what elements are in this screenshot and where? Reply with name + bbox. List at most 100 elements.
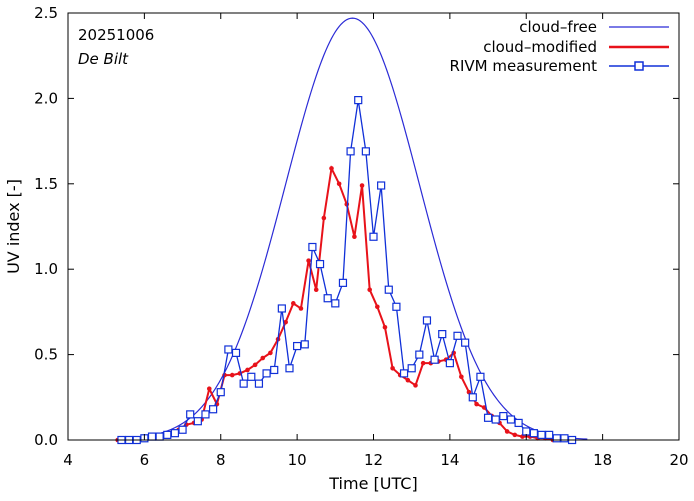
rivm-measurement-point xyxy=(514,418,523,428)
rivm-measurement-point xyxy=(369,232,378,241)
cloud-modified-point xyxy=(512,432,518,438)
cloud-modified-point xyxy=(504,429,510,434)
rivm-measurement-point xyxy=(468,393,477,402)
x-tick-label: 10 xyxy=(288,451,307,469)
y-axis-title: UV index [-] xyxy=(4,179,23,274)
cloud-modified-point xyxy=(352,234,357,240)
cloud-modified-point xyxy=(459,374,464,380)
rivm-measurement-point xyxy=(285,364,294,373)
rivm-measurement-point xyxy=(277,304,286,313)
rivm-measurement-point xyxy=(201,410,210,419)
x-tick-label: 20 xyxy=(669,451,688,469)
cloud-free-line xyxy=(117,17,588,440)
y-tick-label: 2.0 xyxy=(34,89,58,107)
cloud-modified-point xyxy=(367,287,372,292)
cloud-modified-point xyxy=(291,301,296,306)
rivm-measurement-point xyxy=(231,348,241,357)
rivm-measurement-point xyxy=(155,432,164,441)
rivm-measurement-point xyxy=(262,369,271,378)
legend: cloud–free cloud–modified RIVM measureme… xyxy=(450,18,669,75)
legend-label-rivm: RIVM measurement xyxy=(450,57,598,75)
rivm-measurement-point xyxy=(522,427,531,436)
rivm-measurement-point xyxy=(392,302,401,311)
rivm-measurement-point xyxy=(545,430,554,439)
rivm-measurement-point xyxy=(216,388,225,397)
y-tick-label: 1.0 xyxy=(34,260,58,278)
rivm-measurement-point xyxy=(247,372,256,381)
station-annotation: De Bilt xyxy=(78,50,129,68)
rivm-measurement-point xyxy=(361,147,370,156)
y-tick-label: 2.5 xyxy=(34,4,58,22)
x-tick-label: 4 xyxy=(63,451,73,469)
cloud-modified-point xyxy=(252,362,258,368)
cloud-modified-point xyxy=(375,304,380,310)
rivm-measurement-point xyxy=(415,350,424,359)
rivm-measurement-point xyxy=(170,429,180,438)
x-tick-label: 16 xyxy=(517,451,536,469)
rivm-measurement-point xyxy=(163,430,172,439)
cloud-modified-point xyxy=(474,401,479,407)
rivm-measurement-point xyxy=(308,242,317,252)
cloud-modified-point xyxy=(413,383,418,388)
rivm-measurement-point xyxy=(499,411,508,421)
rivm-measurement-point xyxy=(354,96,363,105)
legend-label-cloud-modified: cloud–modified xyxy=(483,38,597,56)
rivm-measurement-point xyxy=(209,405,218,414)
rivm-measurement-point xyxy=(483,413,493,422)
cloud-modified-point xyxy=(206,386,212,392)
x-tick-label: 8 xyxy=(216,451,226,469)
cloud-modified-point xyxy=(298,306,304,311)
x-tick-label: 14 xyxy=(440,451,459,469)
y-tick-label: 0.5 xyxy=(34,346,58,364)
rivm-measurement-point xyxy=(445,359,454,368)
date-annotation: 20251006 xyxy=(78,26,154,44)
cloud-modified-point xyxy=(283,319,288,325)
cloud-modified-point xyxy=(313,287,319,292)
cloud-modified-point xyxy=(245,367,250,373)
legend-marker-rivm xyxy=(634,61,644,71)
cloud-modified-point xyxy=(382,324,388,330)
cloud-modified-point xyxy=(268,350,273,356)
rivm-measurement-point xyxy=(537,430,546,439)
cloud-modified-point xyxy=(390,365,395,371)
rivm-measurement-point xyxy=(552,434,561,443)
rivm-measurement-point xyxy=(422,316,432,325)
cloud-modified-point xyxy=(229,372,235,378)
cloud-modified-point xyxy=(306,258,311,263)
rivm-measurement-point xyxy=(293,341,302,351)
cloud-modified-point xyxy=(321,215,327,221)
rivm-measurement-point xyxy=(147,432,157,441)
rivm-measurement-point xyxy=(438,330,447,339)
rivm-measurement-point xyxy=(560,434,569,443)
rivm-measurement-point xyxy=(407,364,416,373)
cloud-modified-point xyxy=(260,355,266,361)
ticks-layer: 4 6 8 10 12 14 16 18 20 0.0 0.5 1.0 1.5 2.0 2.5 xyxy=(34,4,688,469)
x-axis-title: Time [UTC] xyxy=(328,474,417,493)
cloud-modified-point xyxy=(329,166,334,171)
cloud-modified-point xyxy=(359,183,365,188)
rivm-measurement-point xyxy=(453,331,462,340)
rivm-measurement-point xyxy=(224,345,233,354)
x-tick-label: 12 xyxy=(364,451,383,469)
rivm-measurement-point xyxy=(338,278,348,287)
rivm-measurement-point xyxy=(506,415,516,424)
rivm-measurement-point xyxy=(491,415,500,424)
rivm-measurement-point xyxy=(270,365,279,375)
y-tick-label: 0.0 xyxy=(34,431,58,449)
cloud-modified-point xyxy=(344,201,350,207)
rivm-measurement-point xyxy=(399,369,409,378)
rivm-measurement-point xyxy=(384,285,393,294)
rivm-measurement-point xyxy=(331,299,340,308)
cloud-modified-point xyxy=(420,360,426,366)
rivm-measurement-point xyxy=(461,338,470,347)
rivm-measurement-point xyxy=(377,181,386,190)
rivm-measurement-point xyxy=(476,372,485,381)
x-tick-label: 6 xyxy=(140,451,150,469)
rivm-measurement-point xyxy=(315,259,325,269)
cloud-modified-point xyxy=(405,377,411,383)
rivm-measurement-point xyxy=(323,294,332,303)
y-tick-label: 1.5 xyxy=(34,175,58,193)
rivm-measurement-point xyxy=(193,417,202,426)
